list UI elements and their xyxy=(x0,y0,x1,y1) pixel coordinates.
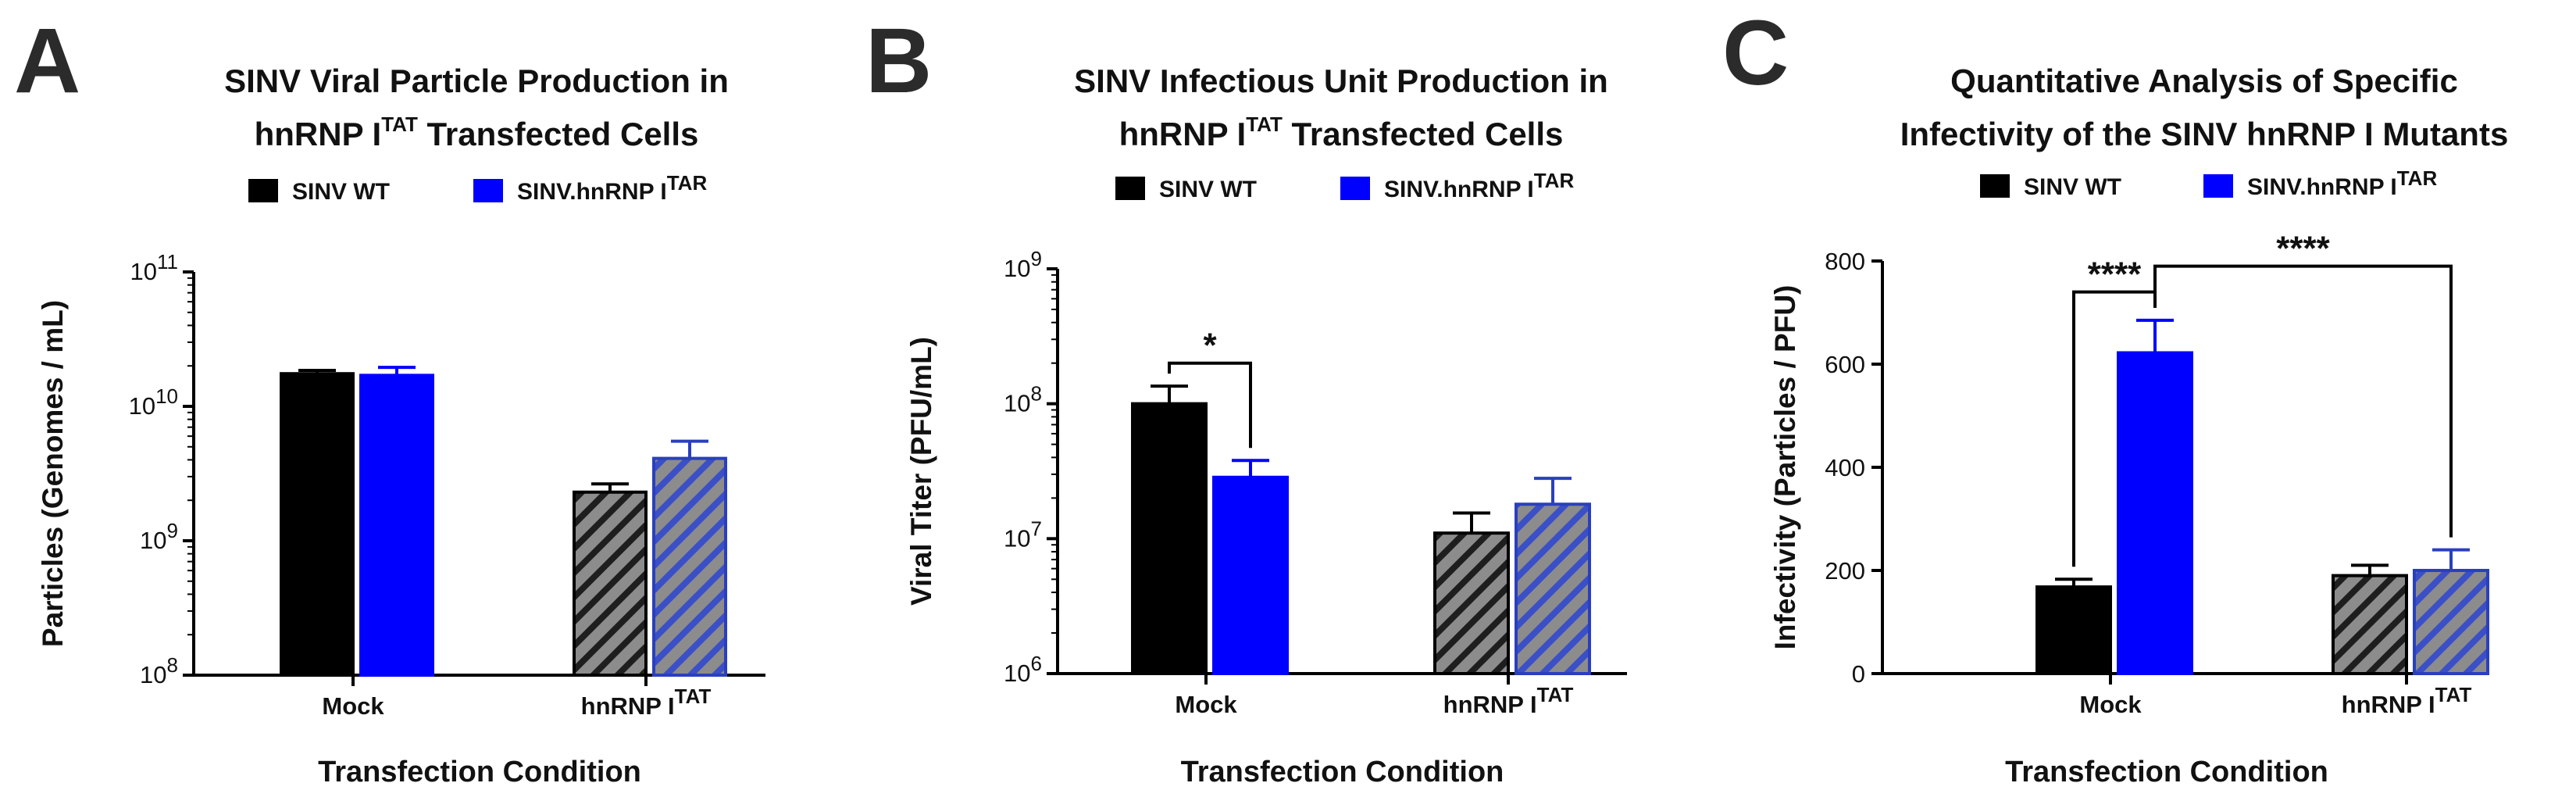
bar-series1-cat2 xyxy=(2332,574,2408,675)
panel-letter-a: A xyxy=(14,9,80,113)
bar-series1-cat1 xyxy=(2035,585,2112,675)
x-tick-label: Mock xyxy=(322,692,384,720)
bar-series2-cat1 xyxy=(2117,351,2193,675)
x-tick-label: Mock xyxy=(1175,691,1237,718)
legend-swatch-2 xyxy=(2203,174,2233,198)
legend-label-2: SINV.hnRNP ITAR xyxy=(1384,169,1574,202)
legend-label-2: SINV.hnRNP ITAR xyxy=(517,171,707,205)
y-tick-label: 400 xyxy=(1825,454,1865,481)
bar-series2-cat2 xyxy=(652,456,727,678)
y-tick-label: 108 xyxy=(1004,382,1042,417)
legend-label-1: SINV WT xyxy=(2024,174,2121,200)
x-tick-label: hnRNP ITAT xyxy=(581,685,712,720)
x-tick-label: hnRNP ITAT xyxy=(2342,683,2472,718)
legend-label-1: SINV WT xyxy=(292,179,390,205)
bar-series2-cat1 xyxy=(1212,475,1289,676)
legend-swatch-1 xyxy=(248,179,278,202)
y-tick-label: 800 xyxy=(1825,248,1865,275)
bar-series1-cat1 xyxy=(280,372,355,677)
legend-swatch-1 xyxy=(1115,177,1145,200)
x-axis-title: Transfection Condition xyxy=(2005,756,2328,788)
x-tick-label-superscript: TAT xyxy=(2435,683,2472,706)
bar-series2-cat2 xyxy=(1515,502,1591,675)
y-tick-label: 106 xyxy=(1004,652,1042,687)
legend-label-2-superscript: TAR xyxy=(1534,169,1575,192)
legend-label-2-superscript: TAR xyxy=(667,171,708,195)
chart-panel-b: B SINV Infectious Unit Production in SINV … xyxy=(865,9,1627,788)
legend-swatch-2 xyxy=(1340,177,1370,200)
chart-title-line2: Infectivity of the SINV hnRNP I Mutants xyxy=(1900,116,2509,152)
y-axis-title: Particles (Genomes / mL) xyxy=(37,300,69,647)
chart-title-line2-superscript: TAT xyxy=(1246,113,1283,136)
significance-label: **** xyxy=(2276,230,2330,268)
chart-title-line2: hnRNP ITAT Transfected Cells xyxy=(1119,113,1564,152)
bar-series1-cat2 xyxy=(573,490,648,678)
legend-label-1: SINV WT xyxy=(1159,177,1257,202)
legend-label-2-superscript: TAR xyxy=(2397,166,2438,190)
legend-swatch-1 xyxy=(1980,174,2010,198)
y-tick-label: 109 xyxy=(1004,247,1042,282)
x-tick-label: hnRNP ITAT xyxy=(1443,683,1574,718)
chart-title-line1: SINV Infectious Unit Production in xyxy=(1074,63,1608,99)
bar-series2-cat2 xyxy=(2413,569,2489,675)
panel-letter-c: C xyxy=(1722,2,1789,105)
significance-bracket xyxy=(1168,361,1252,449)
y-tick-label: 600 xyxy=(1825,351,1865,378)
chart-title-line2-superscript: TAT xyxy=(381,113,418,136)
x-tick-label-superscript: TAT xyxy=(675,685,712,708)
legend-swatch-2 xyxy=(473,179,503,202)
x-tick-label: Mock xyxy=(2079,691,2142,718)
x-axis-title: Transfection Condition xyxy=(1181,756,1504,788)
y-tick-label: 1010 xyxy=(129,384,178,420)
significance-label: **** xyxy=(2088,256,2142,294)
y-tick-label: 0 xyxy=(1852,660,1865,688)
chart-panel-a: A SINV Viral Particle Production in SINV W… xyxy=(14,9,765,788)
chart-title-line1: Quantitative Analysis of Specific xyxy=(1950,63,2458,99)
y-tick-label: 107 xyxy=(1004,517,1042,552)
chart-title-line2: hnRNP ITAT Transfected Cells xyxy=(255,113,699,152)
y-tick-label: 1011 xyxy=(130,250,178,285)
legend-label-2: SINV.hnRNP ITAR xyxy=(2247,166,2437,200)
chart-panel-c: C Quantitative Analysis of Specific SINV W… xyxy=(1722,2,2489,788)
x-axis-title: Transfection Condition xyxy=(318,756,641,788)
y-axis-title: Viral Titer (PFU/mL) xyxy=(905,337,937,606)
bar-series2-cat1 xyxy=(359,374,434,677)
x-tick-label-superscript: TAT xyxy=(1537,683,1574,706)
chart-title-line1: SINV Viral Particle Production in xyxy=(224,63,729,99)
bar-series1-cat1 xyxy=(1131,402,1208,676)
significance-label: * xyxy=(1203,327,1217,365)
bar-series1-cat2 xyxy=(1433,531,1510,676)
y-axis-title: Infectivity (Particles / PFU) xyxy=(1769,285,1801,650)
significance-bracket xyxy=(2153,264,2453,538)
y-tick-label: 109 xyxy=(140,519,178,554)
y-tick-label: 108 xyxy=(140,653,178,688)
y-tick-label: 200 xyxy=(1825,557,1865,585)
panel-letter-b: B xyxy=(865,9,932,113)
